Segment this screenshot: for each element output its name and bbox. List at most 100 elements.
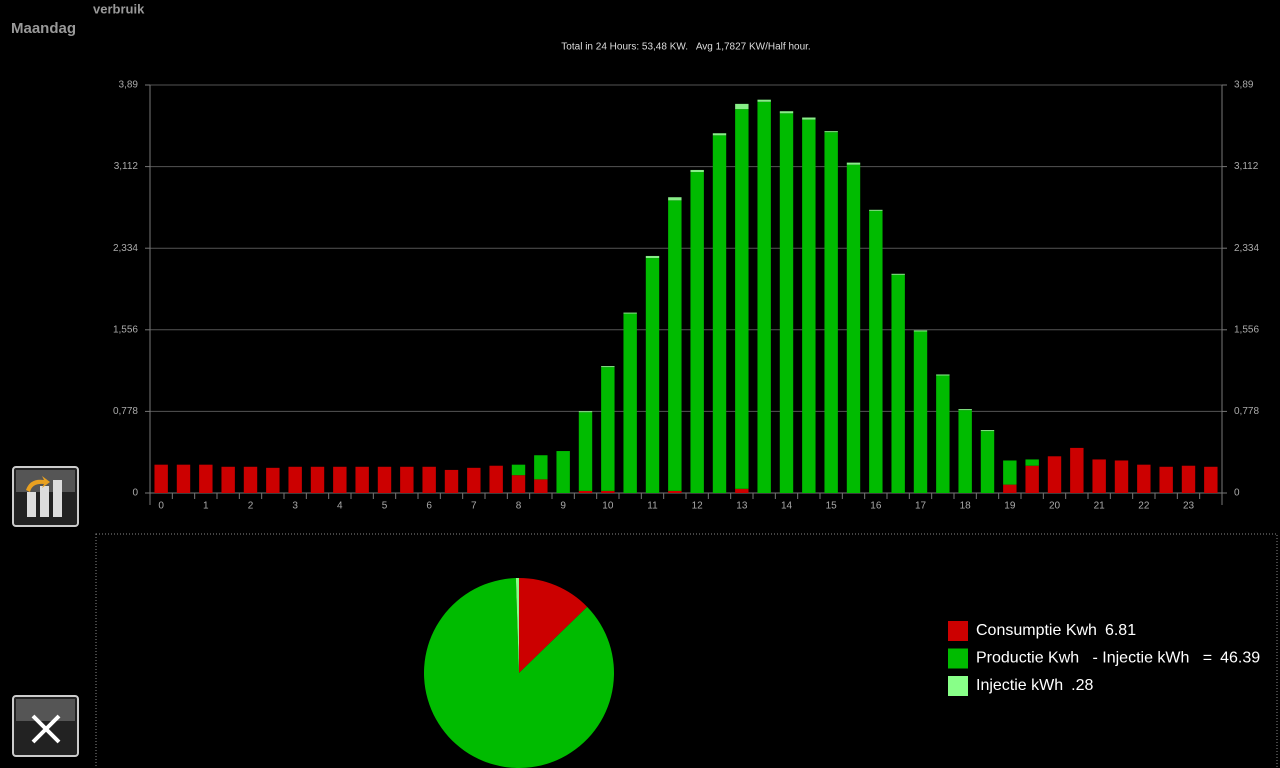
x-tick-label: 5 xyxy=(382,501,388,512)
x-tick-label: 12 xyxy=(692,501,704,512)
y2-tick-label: 3,112 xyxy=(1234,161,1259,172)
bar-segment xyxy=(1159,466,1173,493)
legend-entry: Consumptie Kwh 6.81 xyxy=(976,622,1136,639)
bar-segment xyxy=(154,464,168,493)
x-tick-label: 16 xyxy=(870,501,882,512)
x-tick-label: 11 xyxy=(647,501,658,512)
y-tick-label: 0 xyxy=(132,488,138,499)
bar-segment xyxy=(824,132,838,493)
bar-segment xyxy=(980,430,995,432)
bar-segment xyxy=(645,258,660,493)
bar-segment xyxy=(1181,465,1196,493)
legend-swatch xyxy=(948,676,968,696)
bar-segment xyxy=(1114,460,1129,493)
bar-segment xyxy=(779,113,794,494)
bar-segment xyxy=(690,172,704,493)
bar-segment xyxy=(1137,464,1151,493)
bar-segment xyxy=(1003,484,1017,493)
button-gloss xyxy=(16,699,75,721)
legend-swatch xyxy=(948,648,968,669)
y-tick-label: 0,778 xyxy=(113,406,138,417)
bar-segment xyxy=(1003,460,1017,485)
bar-segment xyxy=(377,466,392,493)
x-tick-label: 17 xyxy=(915,501,927,512)
x-tick-label: 9 xyxy=(560,501,566,512)
bar-segment xyxy=(534,479,548,493)
y-tick-label: 1,556 xyxy=(113,324,138,335)
bar-segment xyxy=(891,274,905,493)
y2-tick-label: 0,778 xyxy=(1234,406,1259,417)
icon-bar xyxy=(40,486,49,517)
x-tick-label: 1 xyxy=(203,501,209,512)
bar-segment xyxy=(824,131,838,133)
x-tick-label: 18 xyxy=(960,501,972,512)
legend-label: Productie Kwh - Injectie kWh = xyxy=(976,650,1212,667)
bar-segment xyxy=(802,119,816,494)
bar-segment xyxy=(958,410,972,493)
y2-tick-label: 0 xyxy=(1234,488,1240,499)
bar-segment xyxy=(891,273,905,275)
bar-segment xyxy=(578,490,593,493)
bar-segment xyxy=(400,466,414,493)
chart-title: Total in 24 Hours: 53,48 KW. Avg 1,7827 … xyxy=(561,42,810,53)
bar-segment xyxy=(601,367,615,491)
bar-segment xyxy=(221,466,235,493)
bar-segment xyxy=(846,162,861,165)
bar-segment xyxy=(176,464,191,493)
bar-segment xyxy=(846,164,861,493)
bar-segment xyxy=(199,464,213,493)
bar-segment xyxy=(623,313,637,493)
bar-segment xyxy=(735,103,749,110)
y-tick-label: 3,112 xyxy=(114,161,139,172)
icon-bar xyxy=(53,480,62,517)
bar-segment xyxy=(1204,466,1218,493)
bar-segment xyxy=(601,490,615,493)
pie-panel xyxy=(95,533,1278,768)
chart-button[interactable] xyxy=(12,466,79,527)
x-tick-label: 6 xyxy=(426,501,432,512)
legend-value: 46.39 xyxy=(1220,650,1260,667)
bar-segment xyxy=(757,99,771,102)
bar-segment xyxy=(779,111,794,114)
bar-segment xyxy=(1047,456,1062,493)
bar-segment xyxy=(936,375,950,493)
bar-segment xyxy=(578,411,593,413)
close-button[interactable] xyxy=(12,695,79,757)
bar-segment xyxy=(444,469,459,493)
x-tick-label: 21 xyxy=(1094,501,1106,512)
x-tick-label: 4 xyxy=(337,501,343,512)
legend-swatch xyxy=(948,621,968,641)
legend-label: Injectie kWh xyxy=(976,677,1063,694)
bar-segment xyxy=(266,467,280,493)
legend-value: .28 xyxy=(1071,677,1093,694)
x-tick-label: 15 xyxy=(826,501,838,512)
bar-segment xyxy=(735,488,749,493)
bar-segment xyxy=(690,169,704,173)
bar-segment xyxy=(556,451,570,493)
day-label: Maandag xyxy=(11,20,76,37)
y2-tick-label: 3,89 xyxy=(1234,80,1254,91)
bar-segment xyxy=(489,465,503,493)
bar-segment xyxy=(802,117,816,120)
y-tick-label: 2,334 xyxy=(113,243,138,254)
y2-tick-label: 2,334 xyxy=(1234,243,1259,254)
bar-segment xyxy=(1025,459,1039,466)
bar-segment xyxy=(601,366,615,368)
bar-segment xyxy=(980,431,995,493)
bar-segment xyxy=(936,374,950,376)
bar-segment xyxy=(1092,459,1106,493)
bar-segment xyxy=(668,200,682,491)
x-tick-label: 0 xyxy=(158,501,164,512)
bar-segment xyxy=(511,464,526,476)
legend-entry: Injectie kWh .28 xyxy=(976,677,1093,694)
legend-entry: Productie Kwh - Injectie kWh = 46.39 xyxy=(976,650,1260,667)
bar-segment xyxy=(422,466,436,493)
bar-segment xyxy=(578,412,593,491)
bar-segment xyxy=(243,466,258,493)
icon-bar xyxy=(27,492,36,517)
x-tick-label: 3 xyxy=(292,501,298,512)
bar-segment xyxy=(355,466,369,493)
bar-segment xyxy=(310,466,325,493)
bar-segment xyxy=(913,331,928,493)
